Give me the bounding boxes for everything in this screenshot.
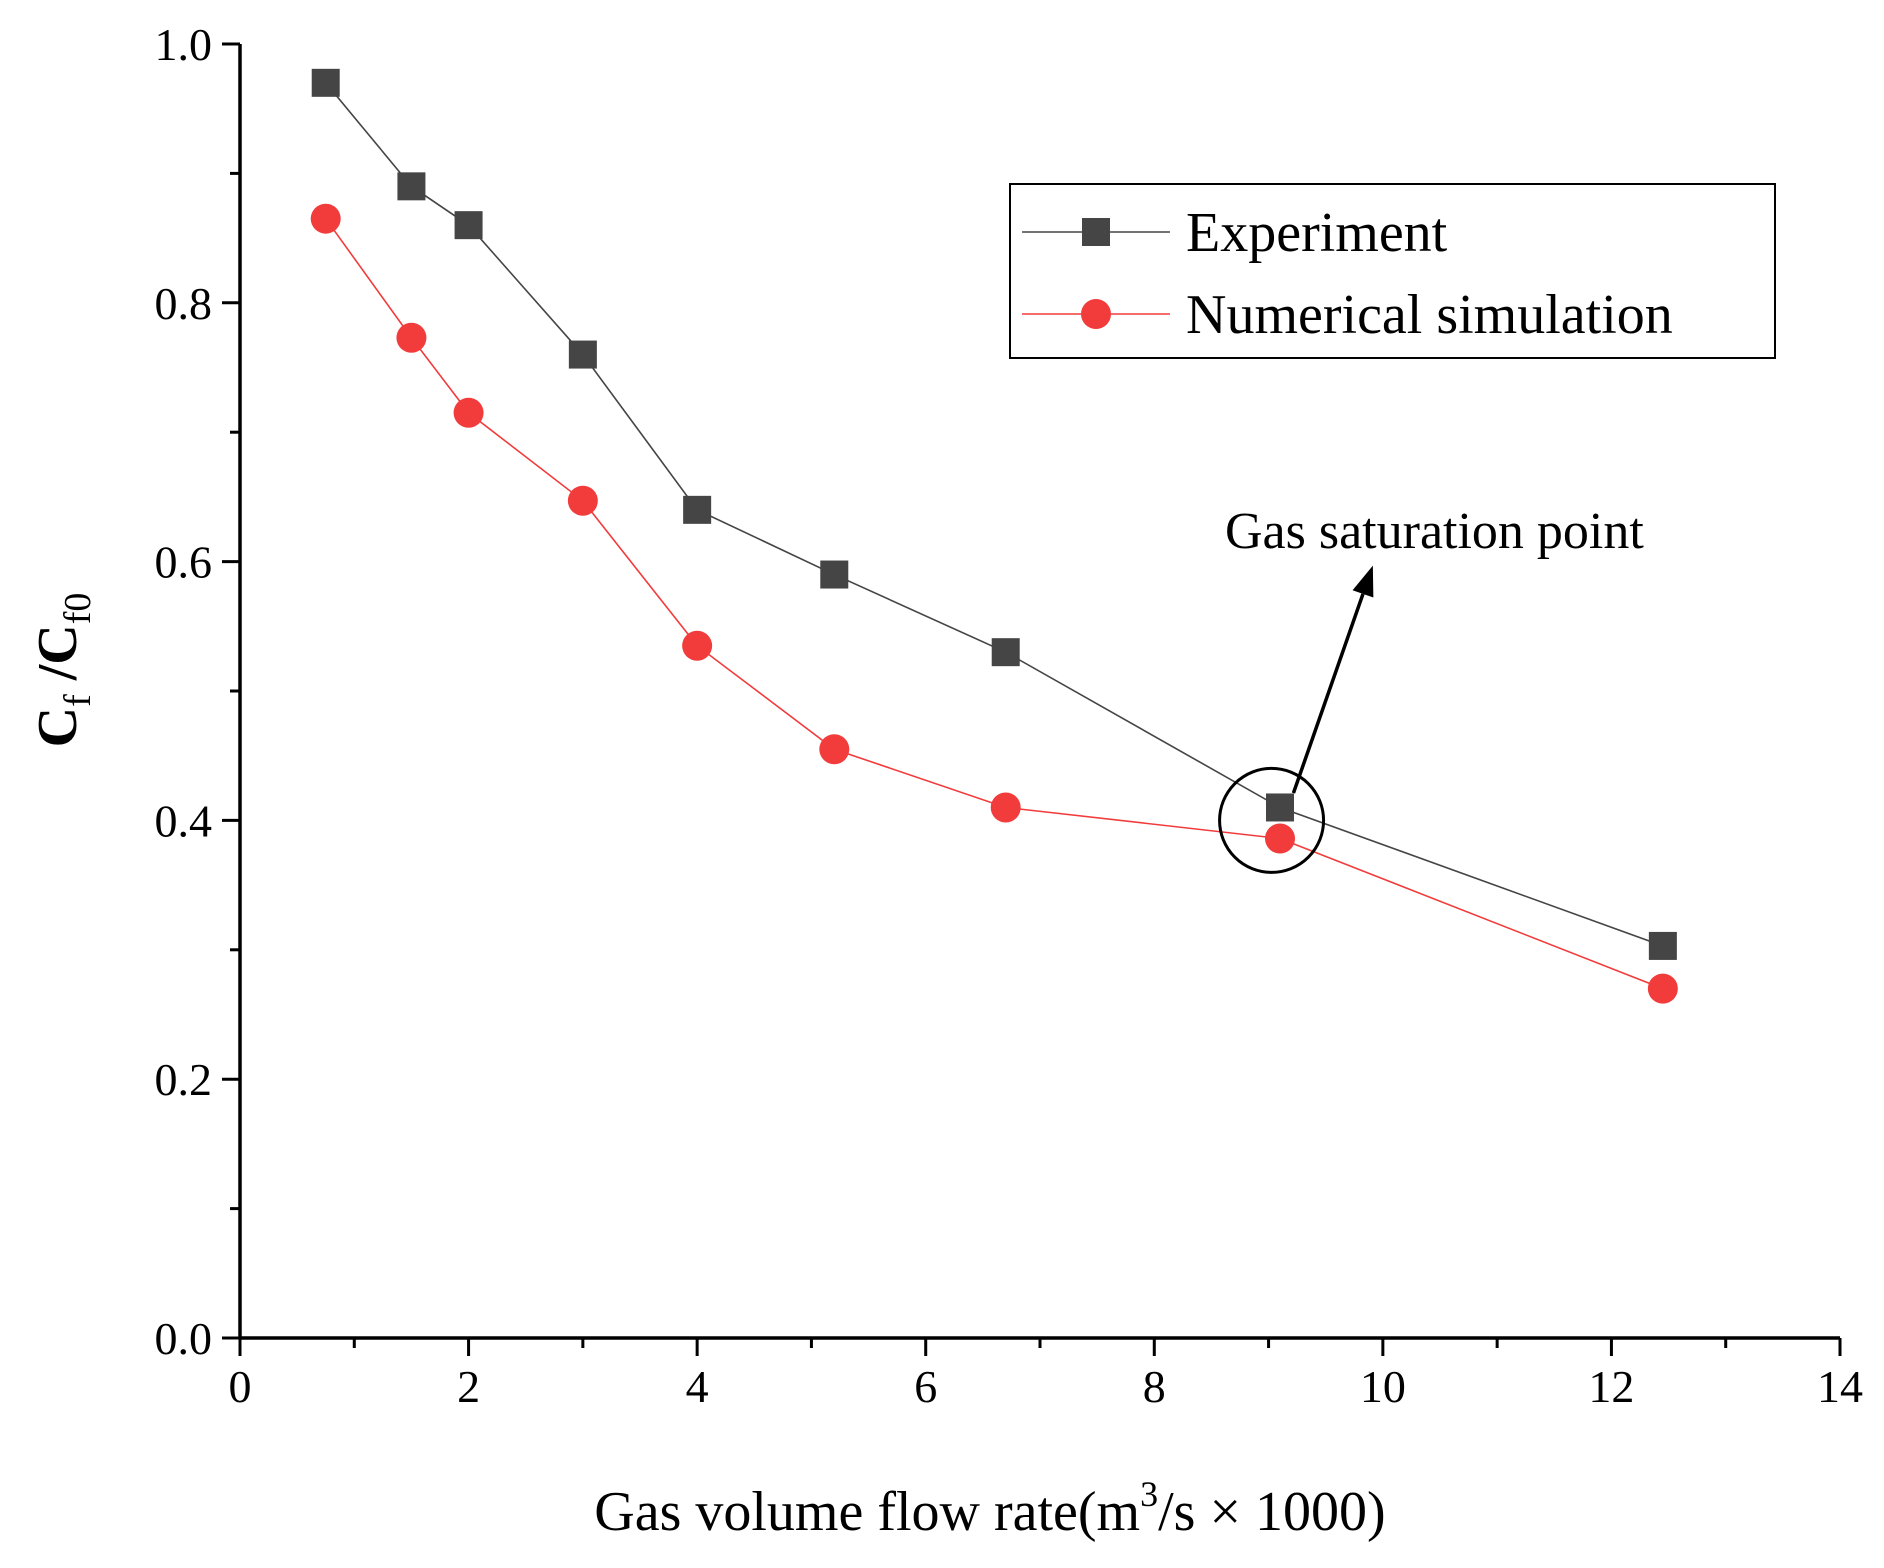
data-point-simulation bbox=[990, 792, 1021, 823]
annotation-arrow-head bbox=[1352, 565, 1374, 598]
data-point-simulation bbox=[310, 203, 341, 234]
y-tick-label: 0.6 bbox=[155, 537, 213, 588]
series-experiment bbox=[311, 68, 1677, 960]
data-point-simulation bbox=[396, 322, 427, 353]
x-tick-label: 12 bbox=[1588, 1361, 1634, 1412]
x-tick-label: 0 bbox=[229, 1361, 252, 1412]
data-point-experiment bbox=[397, 172, 426, 201]
annotation-label: Gas saturation point bbox=[1225, 503, 1644, 560]
legend-box bbox=[1009, 183, 1776, 359]
x-axis-title-rest: /s × 1000) bbox=[1158, 1481, 1386, 1543]
x-axis-ticks: 0 2 4 6 8 10 12 14 bbox=[229, 1338, 1863, 1412]
data-point-experiment bbox=[991, 638, 1020, 667]
data-point-experiment bbox=[820, 560, 849, 589]
y-axis-title-sub2: f0 bbox=[57, 593, 99, 625]
data-point-experiment bbox=[1648, 931, 1677, 960]
data-point-simulation bbox=[682, 630, 713, 661]
data-point-experiment bbox=[311, 68, 340, 97]
data-point-simulation bbox=[1647, 973, 1678, 1004]
y-axis-title: Cf /Cf0 bbox=[27, 593, 99, 748]
data-point-simulation bbox=[819, 734, 850, 765]
y-axis-title-mid: /C bbox=[27, 624, 89, 694]
data-point-experiment bbox=[683, 495, 712, 524]
y-tick-label: 0.2 bbox=[155, 1054, 213, 1105]
y-tick-label: 0.0 bbox=[155, 1313, 213, 1364]
y-axis-title-sub1: f bbox=[57, 694, 99, 707]
data-point-experiment bbox=[454, 211, 483, 240]
plot-series bbox=[310, 68, 1678, 1004]
annotation-arrow-line bbox=[1291, 593, 1365, 794]
x-axis-title: Gas volume flow rate(m3/s × 1000) bbox=[594, 1474, 1385, 1543]
x-tick-label: 4 bbox=[686, 1361, 709, 1412]
y-tick-label: 0.4 bbox=[155, 795, 213, 846]
data-point-simulation bbox=[1265, 823, 1295, 854]
y-axis-title-c1: C bbox=[27, 707, 89, 747]
y-tick-label: 1.0 bbox=[155, 19, 213, 70]
y-tick-label: 0.8 bbox=[155, 278, 213, 329]
annotation: Gas saturation point bbox=[1218, 503, 1644, 874]
x-axis-title-superscript: 3 bbox=[1140, 1474, 1158, 1514]
series-simulation bbox=[310, 203, 1678, 1004]
legend-marker-experiment bbox=[1082, 218, 1110, 246]
x-tick-label: 6 bbox=[914, 1361, 937, 1412]
data-point-simulation bbox=[567, 485, 598, 516]
legend-marker-simulation bbox=[1081, 299, 1111, 329]
data-point-experiment bbox=[1266, 793, 1294, 822]
x-tick-label: 10 bbox=[1360, 1361, 1406, 1412]
saturation-circle bbox=[1218, 766, 1326, 874]
x-axis-title-main: Gas volume flow rate(m bbox=[594, 1481, 1140, 1543]
x-tick-label: 14 bbox=[1817, 1361, 1863, 1412]
data-point-simulation bbox=[453, 397, 484, 428]
y-axis-ticks: 0.0 0.2 0.4 0.6 0.8 1.0 bbox=[155, 19, 240, 1364]
data-point-experiment bbox=[568, 340, 597, 369]
legend: Experiment Numerical simulation bbox=[1009, 183, 1776, 359]
legend-label-simulation: Numerical simulation bbox=[1186, 284, 1673, 346]
legend-label-experiment: Experiment bbox=[1186, 202, 1448, 264]
x-tick-label: 8 bbox=[1143, 1361, 1166, 1412]
x-tick-label: 2 bbox=[457, 1361, 480, 1412]
